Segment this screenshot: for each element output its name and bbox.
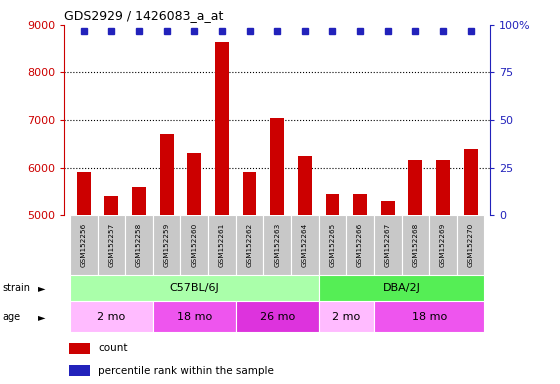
Bar: [97, 215, 125, 275]
Text: GDS2929 / 1426083_a_at: GDS2929 / 1426083_a_at: [64, 9, 224, 22]
Text: age: age: [3, 312, 21, 322]
Bar: [325, 194, 339, 215]
Text: GSM152258: GSM152258: [136, 223, 142, 267]
Bar: [153, 301, 236, 332]
Text: C57BL/6J: C57BL/6J: [170, 283, 219, 293]
Bar: [319, 301, 374, 332]
Bar: [319, 275, 484, 301]
Bar: [457, 215, 484, 275]
Text: GSM152257: GSM152257: [109, 223, 114, 267]
Bar: [215, 41, 229, 215]
Bar: [236, 301, 319, 332]
Text: 18 mo: 18 mo: [176, 312, 212, 322]
Text: DBA/2J: DBA/2J: [382, 283, 421, 293]
Bar: [319, 215, 346, 275]
Bar: [125, 215, 153, 275]
Text: 2 mo: 2 mo: [97, 312, 125, 322]
Text: 2 mo: 2 mo: [332, 312, 361, 322]
Bar: [69, 365, 90, 376]
Bar: [180, 215, 208, 275]
Bar: [236, 215, 263, 275]
Text: GSM152266: GSM152266: [357, 223, 363, 267]
Bar: [402, 215, 429, 275]
Text: GSM152267: GSM152267: [385, 223, 391, 267]
Text: GSM152265: GSM152265: [329, 223, 335, 267]
Text: GSM152256: GSM152256: [81, 223, 87, 267]
Text: ►: ►: [38, 312, 46, 322]
Bar: [291, 215, 319, 275]
Text: 26 mo: 26 mo: [260, 312, 295, 322]
Bar: [263, 215, 291, 275]
Bar: [153, 215, 180, 275]
Bar: [105, 196, 118, 215]
Text: GSM152268: GSM152268: [412, 223, 418, 267]
Text: ►: ►: [38, 283, 46, 293]
Text: GSM152269: GSM152269: [440, 223, 446, 267]
Bar: [242, 172, 256, 215]
Bar: [70, 275, 319, 301]
Bar: [346, 215, 374, 275]
Text: GSM152262: GSM152262: [246, 223, 253, 267]
Bar: [69, 343, 90, 354]
Bar: [408, 161, 422, 215]
Text: count: count: [99, 343, 128, 353]
Bar: [298, 156, 312, 215]
Bar: [208, 215, 236, 275]
Text: GSM152259: GSM152259: [164, 223, 170, 267]
Bar: [374, 215, 402, 275]
Bar: [374, 301, 484, 332]
Text: GSM152264: GSM152264: [302, 223, 308, 267]
Text: GSM152261: GSM152261: [219, 223, 225, 267]
Text: strain: strain: [3, 283, 31, 293]
Bar: [464, 149, 478, 215]
Bar: [70, 215, 97, 275]
Bar: [270, 118, 284, 215]
Text: GSM152260: GSM152260: [192, 223, 197, 267]
Bar: [132, 187, 146, 215]
Text: 18 mo: 18 mo: [412, 312, 447, 322]
Bar: [436, 161, 450, 215]
Text: GSM152270: GSM152270: [468, 223, 474, 267]
Bar: [70, 301, 153, 332]
Bar: [429, 215, 457, 275]
Bar: [353, 194, 367, 215]
Bar: [188, 153, 201, 215]
Text: percentile rank within the sample: percentile rank within the sample: [99, 366, 274, 376]
Text: GSM152263: GSM152263: [274, 223, 280, 267]
Bar: [77, 172, 91, 215]
Bar: [381, 201, 395, 215]
Bar: [160, 134, 174, 215]
